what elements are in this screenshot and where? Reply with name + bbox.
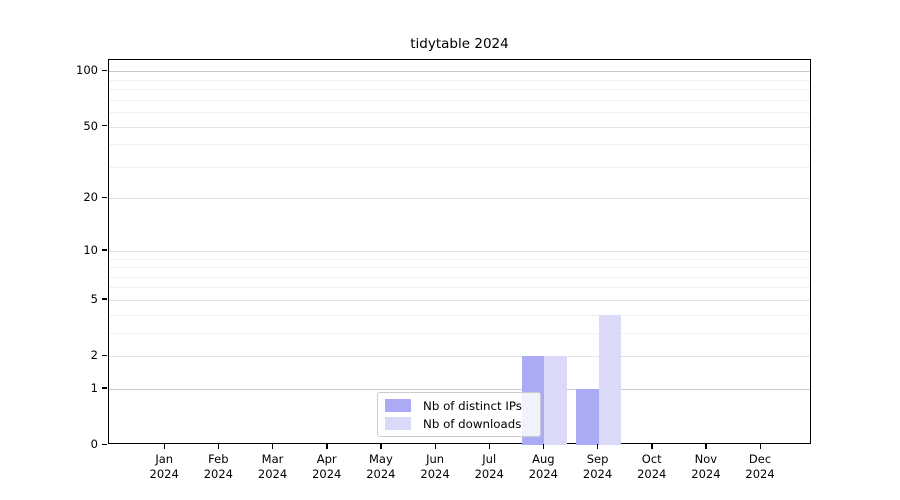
y-axis-tick	[102, 354, 107, 356]
y-axis-tick	[102, 298, 107, 300]
x-axis-tick-label: Oct 2024	[622, 452, 682, 482]
legend-label-downloads: Nb of downloads	[423, 416, 522, 431]
legend-swatch-distinct-ips	[385, 399, 411, 412]
x-axis-tick	[705, 444, 707, 449]
y-axis-tick-label: 5	[90, 291, 98, 306]
gridline-major	[109, 356, 810, 358]
y-axis-tick	[102, 69, 107, 71]
x-axis-tick	[542, 444, 545, 449]
x-axis-tick-label: Dec 2024	[730, 452, 790, 482]
chart-title: tidytable 2024	[410, 36, 509, 52]
bar-downloads	[598, 314, 621, 445]
gridline-minor	[109, 99, 810, 101]
y-axis-tick-label: 1	[90, 380, 98, 395]
x-axis-tick-label: Jul 2024	[459, 452, 519, 482]
gridline-minor	[109, 287, 810, 289]
plot-area	[108, 59, 811, 445]
x-axis-tick-year: 2024	[582, 467, 613, 481]
gridline-major	[109, 126, 810, 128]
y-axis-tick-label: 2	[90, 348, 98, 363]
x-axis-tick-year: 2024	[366, 467, 396, 481]
x-axis-tick	[434, 444, 436, 449]
x-axis-tick-year: 2024	[149, 467, 179, 481]
legend-swatch-downloads	[385, 417, 411, 430]
x-axis-tick-label: May 2024	[351, 452, 411, 482]
x-axis-tick-label: Mar 2024	[243, 452, 303, 482]
x-axis-tick	[488, 444, 491, 449]
legend-label-distinct-ips: Nb of distinct IPs	[423, 398, 522, 413]
gridline-minor	[109, 166, 810, 168]
x-axis-tick-year: 2024	[528, 467, 559, 481]
gridline-major	[109, 198, 810, 200]
bar-distinct-ips	[576, 388, 599, 445]
gridline-minor	[109, 258, 810, 260]
y-axis-tick-label: 50	[83, 118, 98, 133]
x-axis-tick-label: Aug 2024	[513, 452, 573, 482]
x-axis-tick-label: Sep 2024	[568, 452, 628, 482]
x-axis-tick	[326, 444, 328, 449]
y-axis-tick	[102, 249, 107, 251]
x-axis-tick-label: Feb 2024	[188, 452, 248, 482]
gridline-major	[109, 71, 810, 73]
x-axis-tick	[651, 444, 653, 449]
x-axis-tick-year: 2024	[474, 467, 504, 481]
x-axis-tick-label: Nov 2024	[676, 452, 736, 482]
y-axis-tick	[102, 443, 107, 445]
x-axis-tick	[759, 444, 761, 449]
y-axis-tick-label: 20	[83, 190, 98, 205]
y-axis-tick-label: 10	[83, 242, 98, 257]
x-axis-tick-year: 2024	[203, 467, 233, 481]
gridline-minor	[109, 89, 810, 91]
x-axis-tick	[163, 444, 165, 449]
x-axis-tick	[597, 444, 599, 449]
gridline-major	[109, 250, 810, 252]
x-axis-tick-year: 2024	[637, 467, 667, 481]
x-axis-tick	[217, 444, 220, 449]
y-axis-tick-label: 100	[76, 63, 98, 78]
y-axis-tick	[102, 196, 107, 199]
x-axis-tick-year: 2024	[312, 467, 342, 481]
gridline-minor	[109, 276, 810, 278]
gridline-minor	[109, 267, 810, 269]
gridline-major	[109, 388, 810, 390]
x-axis-tick	[380, 444, 382, 449]
y-axis-tick	[102, 125, 107, 127]
gridline-minor	[109, 314, 810, 316]
y-axis-tick	[102, 387, 107, 389]
x-axis-tick	[272, 444, 274, 449]
x-axis-tick-label: Apr 2024	[297, 452, 357, 482]
legend-entry-distinct-ips: Nb of distinct IPs	[385, 399, 533, 413]
x-axis-tick-year: 2024	[420, 467, 450, 481]
x-axis-tick-year: 2024	[257, 467, 288, 481]
y-axis-tick-label: 0	[90, 437, 98, 451]
legend: Nb of distinct IPs Nb of downloads	[377, 392, 541, 437]
bar-downloads	[544, 356, 567, 445]
legend-entry-downloads: Nb of downloads	[385, 417, 533, 431]
gridline-minor	[109, 144, 810, 146]
gridline-minor	[109, 112, 810, 114]
x-axis-tick-label: Jun 2024	[405, 452, 465, 482]
gridline-minor	[109, 79, 810, 81]
gridline-minor	[109, 332, 810, 334]
x-axis-tick-year: 2024	[691, 467, 721, 481]
x-axis-tick-year: 2024	[745, 467, 775, 481]
x-axis-tick-label: Jan 2024	[134, 452, 194, 482]
gridline-major	[109, 299, 810, 301]
